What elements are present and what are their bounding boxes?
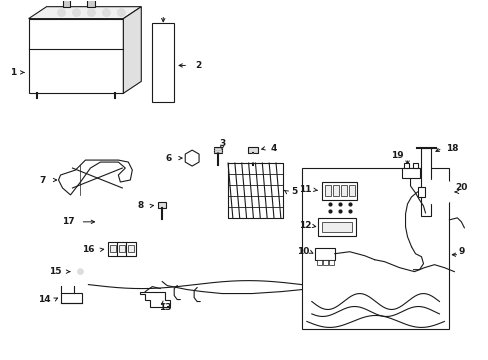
- Bar: [421, 148, 430, 216]
- Bar: [348, 185, 354, 196]
- Bar: [417, 187, 425, 197]
- Text: 7: 7: [40, 176, 46, 185]
- Text: 1: 1: [9, 68, 16, 77]
- Bar: [301, 168, 448, 329]
- Polygon shape: [59, 160, 132, 195]
- Bar: [214, 147, 222, 153]
- Text: 4: 4: [270, 144, 277, 153]
- Text: 19: 19: [390, 150, 403, 159]
- Circle shape: [99, 213, 117, 231]
- Circle shape: [60, 32, 69, 41]
- Bar: [317, 218, 355, 236]
- Circle shape: [58, 9, 65, 17]
- Circle shape: [74, 266, 86, 278]
- Bar: [332, 185, 338, 196]
- Bar: [29, 19, 123, 93]
- Text: 10: 10: [296, 247, 308, 256]
- Text: 13: 13: [159, 303, 171, 312]
- Bar: [62, 0, 70, 7]
- Bar: [110, 245, 116, 252]
- Polygon shape: [140, 292, 170, 306]
- Circle shape: [425, 178, 452, 206]
- Polygon shape: [29, 7, 141, 19]
- Bar: [328, 260, 333, 265]
- Circle shape: [77, 269, 83, 275]
- Circle shape: [87, 9, 95, 17]
- Bar: [412, 163, 417, 168]
- Bar: [340, 185, 346, 196]
- Bar: [403, 163, 407, 168]
- Text: 20: 20: [454, 184, 467, 193]
- Bar: [227, 163, 283, 218]
- Text: 15: 15: [49, 267, 61, 276]
- Text: 11: 11: [298, 185, 310, 194]
- Text: 5: 5: [291, 188, 297, 197]
- Bar: [108, 242, 118, 256]
- Circle shape: [102, 9, 110, 17]
- Text: 8: 8: [137, 201, 143, 210]
- Bar: [321, 222, 351, 232]
- Circle shape: [117, 9, 125, 17]
- Bar: [158, 202, 166, 208]
- Circle shape: [431, 185, 446, 199]
- Circle shape: [95, 32, 105, 41]
- Circle shape: [159, 104, 167, 112]
- Text: 17: 17: [62, 217, 75, 226]
- Bar: [314, 248, 334, 260]
- Text: 12: 12: [298, 221, 310, 230]
- Bar: [322, 260, 327, 265]
- Circle shape: [72, 9, 81, 17]
- Circle shape: [248, 154, 256, 162]
- Bar: [316, 260, 321, 265]
- Text: 2: 2: [195, 61, 201, 70]
- Bar: [247, 147, 258, 153]
- Bar: [321, 182, 356, 200]
- Bar: [61, 293, 82, 302]
- Text: 6: 6: [165, 154, 171, 163]
- Bar: [119, 245, 125, 252]
- Text: 9: 9: [457, 247, 464, 256]
- Bar: [401, 168, 419, 178]
- Bar: [128, 245, 134, 252]
- Bar: [126, 242, 136, 256]
- Circle shape: [188, 154, 196, 162]
- Text: 16: 16: [82, 245, 95, 254]
- Bar: [117, 242, 127, 256]
- Text: 3: 3: [219, 139, 225, 148]
- Circle shape: [77, 32, 87, 41]
- Bar: [152, 23, 174, 102]
- Text: 14: 14: [38, 295, 51, 304]
- Polygon shape: [185, 150, 199, 166]
- Bar: [87, 0, 95, 7]
- Circle shape: [104, 218, 112, 226]
- Bar: [324, 185, 330, 196]
- Text: 18: 18: [445, 144, 458, 153]
- Polygon shape: [123, 7, 141, 93]
- Circle shape: [41, 32, 51, 41]
